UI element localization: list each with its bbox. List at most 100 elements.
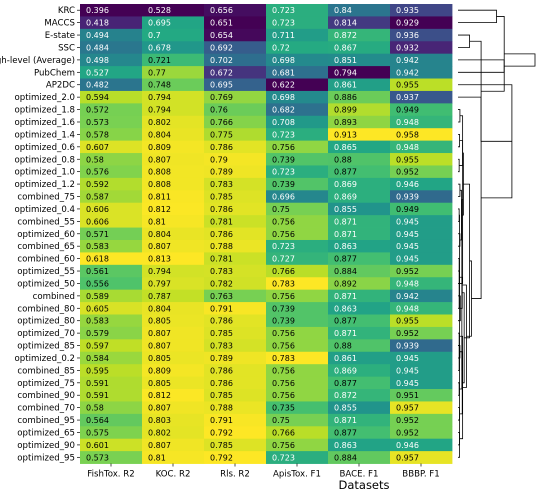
heatmap-cell [80, 78, 143, 92]
heatmap-cell [80, 115, 143, 129]
heatmap-cell [142, 190, 205, 204]
heatmap-cell [204, 451, 267, 464]
heatmap-cell [390, 302, 453, 315]
cell-value-label: 0.786 [210, 143, 233, 152]
heatmap-cell [266, 264, 329, 278]
heatmap-cell [266, 153, 329, 166]
cell-value-label: 0.622 [272, 81, 295, 90]
cell-value-label: 0.802 [148, 118, 171, 127]
heatmap-cell [266, 115, 329, 129]
heatmap-cell [142, 90, 205, 104]
heatmap-cell [390, 451, 453, 464]
heatmap-cell [142, 78, 205, 92]
heatmap-cell [204, 326, 267, 340]
heatmap-cell [266, 215, 329, 228]
dendrogram-link [458, 208, 460, 222]
cell-value-label: 0.807 [148, 441, 171, 450]
row-label: optimized_0.8 [15, 155, 75, 165]
cell-value-label: 0.739 [272, 317, 295, 326]
cell-value-label: 0.785 [210, 391, 233, 400]
row-label: combined_70 [17, 404, 75, 414]
cell-value-label: 0.484 [86, 43, 109, 52]
heatmap-cell [80, 314, 143, 328]
heatmap-cell [204, 90, 267, 104]
heatmap-cell [80, 252, 143, 266]
heatmap-cell [390, 41, 453, 55]
cell-value-label: 0.948 [396, 279, 419, 288]
heatmap-cell [80, 53, 143, 67]
heatmap-cell [80, 128, 143, 142]
cell-value-label: 0.935 [396, 6, 419, 15]
heatmap-cell [80, 426, 143, 440]
cell-value-label: 0.945 [396, 242, 419, 251]
cell-value-label: 0.682 [272, 106, 295, 115]
heatmap-cell [266, 190, 329, 204]
cell-value-label: 0.698 [272, 93, 295, 102]
heatmap-cell [80, 339, 143, 353]
cell-value-label: 0.808 [148, 180, 171, 189]
heatmap-cell [328, 351, 391, 365]
dendrogram-link [504, 53, 536, 67]
heatmap-cell [266, 202, 329, 216]
cell-value-label: 0.899 [334, 106, 357, 115]
heatmap-cell [142, 314, 205, 328]
heatmap-cell [142, 438, 205, 452]
heatmap-cell [266, 90, 329, 104]
heatmap-cell [328, 277, 391, 291]
heatmap-cell [328, 339, 391, 353]
cell-value-label: 0.756 [272, 143, 295, 152]
cell-value-label: 0.951 [396, 391, 419, 400]
heatmap-cell [142, 53, 205, 67]
cell-value-label: 0.785 [210, 193, 233, 202]
heatmap-cell [328, 53, 391, 67]
column-label: KOC. R2 [156, 470, 191, 480]
row-label: combined_65 [17, 242, 75, 252]
cell-value-label: 0.803 [148, 416, 171, 425]
heatmap-cell [266, 351, 329, 365]
cell-value-label: 0.756 [272, 342, 295, 351]
heatmap-cell [142, 252, 205, 266]
heatmap-cell [142, 289, 205, 303]
cell-value-label: 0.576 [86, 168, 109, 177]
cell-value-label: 0.945 [396, 379, 419, 388]
heatmap-cell [390, 140, 453, 154]
heatmap-cell [390, 16, 453, 30]
heatmap-cell [204, 376, 267, 390]
heatmap-cell [390, 326, 453, 340]
row-label: optimized_2.0 [15, 93, 75, 103]
heatmap-cell [142, 264, 205, 278]
heatmap-cell [80, 190, 143, 204]
cell-value-label: 0.583 [86, 317, 109, 326]
cell-value-label: 0.936 [396, 31, 419, 40]
heatmap-cell [80, 277, 143, 291]
cell-value-label: 0.949 [396, 205, 419, 214]
heatmap-cell [204, 153, 267, 166]
cell-value-label: 0.618 [86, 255, 109, 264]
cell-value-label: 0.805 [148, 354, 171, 363]
cell-value-label: 0.786 [210, 366, 233, 375]
cell-value-label: 0.871 [334, 416, 357, 425]
cell-value-label: 0.756 [272, 292, 295, 301]
cell-value-label: 0.756 [272, 329, 295, 338]
cell-value-label: 0.573 [86, 453, 109, 462]
cell-value-label: 0.863 [334, 441, 357, 450]
heatmap-cell [390, 28, 453, 42]
heatmap-cell [142, 115, 205, 129]
cell-value-label: 0.76 [210, 106, 228, 115]
heatmap-cell [142, 66, 205, 79]
cell-value-label: 0.948 [396, 304, 419, 313]
cell-value-label: 0.756 [272, 217, 295, 226]
cell-value-label: 0.865 [334, 143, 357, 152]
row-labels: KRC MACCS E-state SSC High-level (Average) Pu… [0, 6, 80, 463]
heatmap-cell [80, 215, 143, 228]
heatmap-cell [80, 16, 143, 30]
cell-value-label: 0.794 [334, 68, 357, 77]
column-label: BBBP. F1 [402, 470, 439, 480]
dendrogram-link [458, 109, 461, 123]
heatmap-cell [328, 289, 391, 303]
dendrogram-link [458, 34, 470, 48]
row-label: PubChem [34, 68, 75, 78]
heatmap-cell [142, 103, 205, 117]
cell-value-label: 0.872 [334, 391, 357, 400]
cell-value-label: 0.794 [148, 93, 171, 102]
